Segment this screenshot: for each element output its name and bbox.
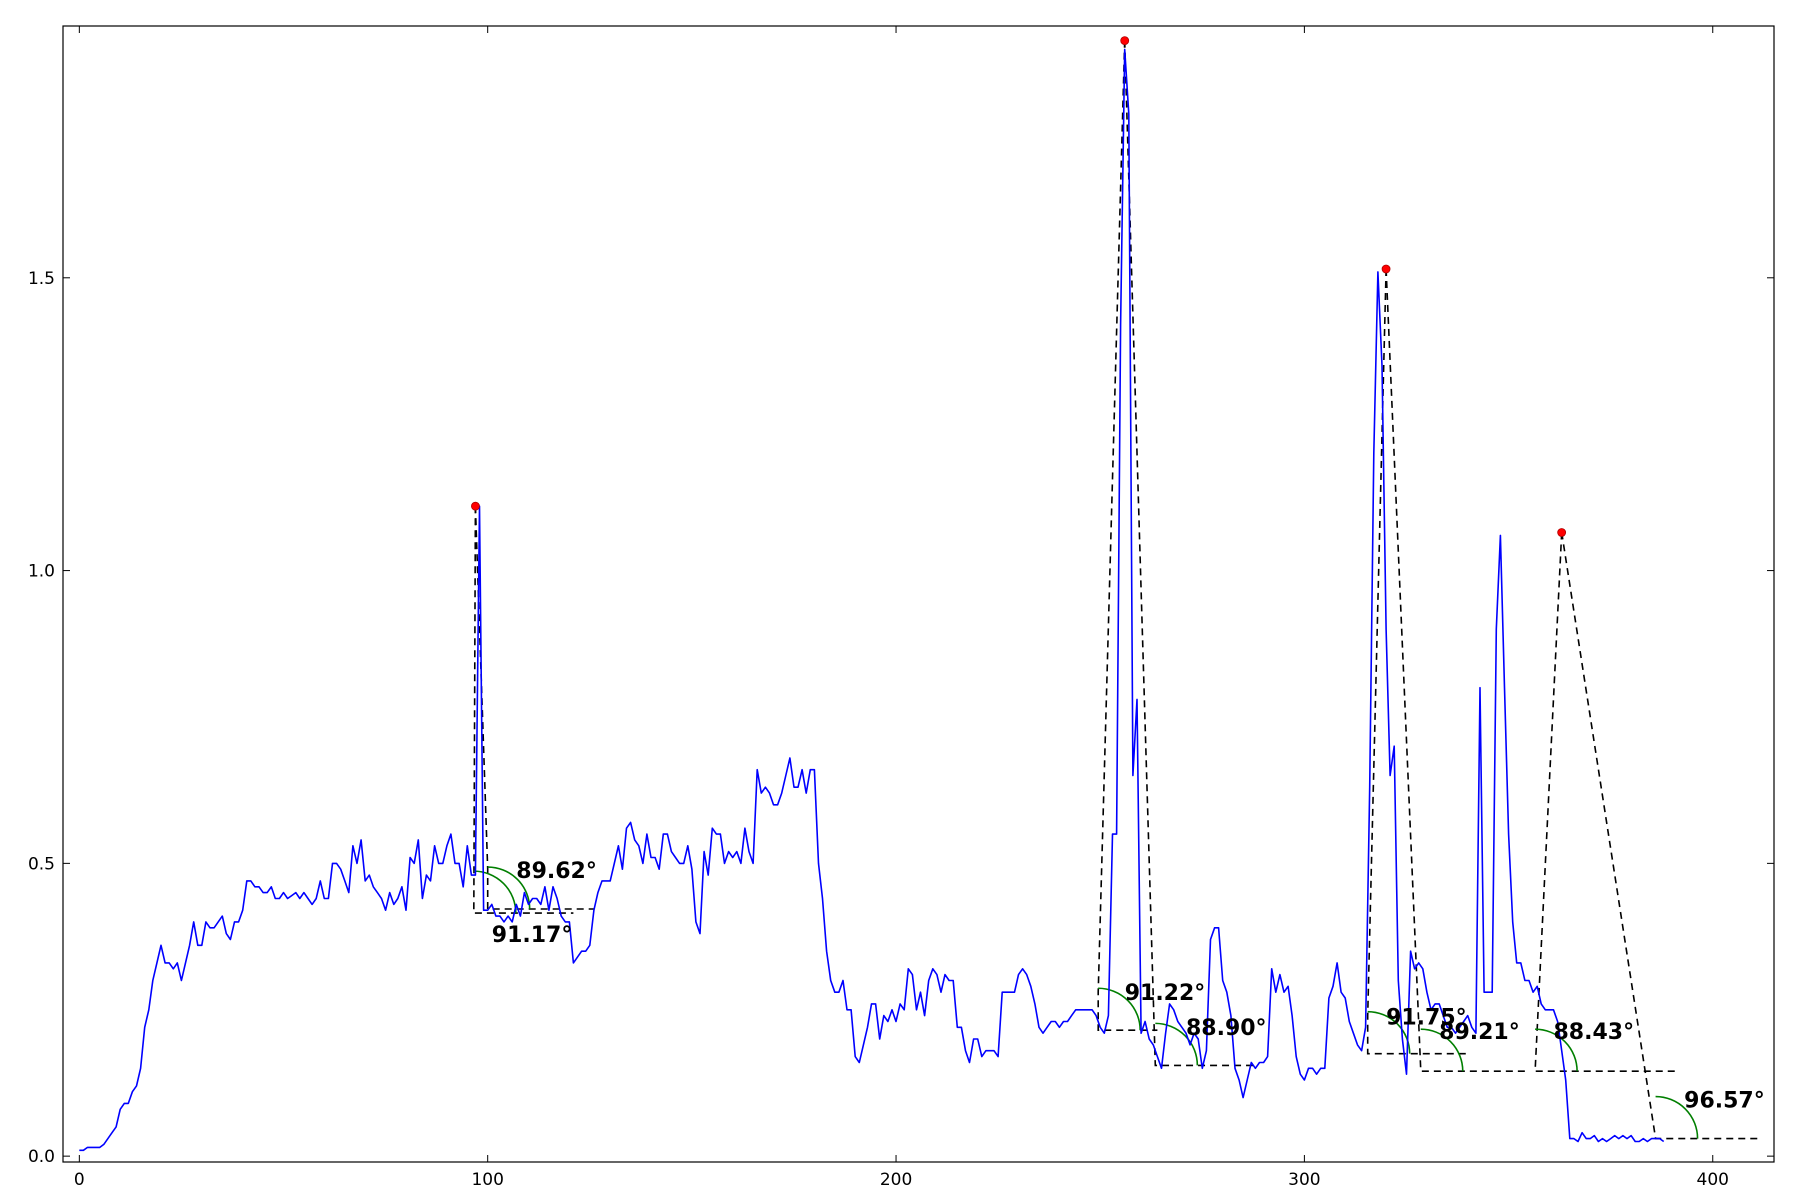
angle-label: 89.62° (516, 859, 597, 884)
angle-label: 91.75° (1386, 1005, 1467, 1030)
guide-line (1123, 40, 1256, 1067)
angle-arc (1535, 1028, 1578, 1072)
x-tick-label: 300 (1288, 1170, 1320, 1190)
angle-label: 88.43° (1553, 1020, 1634, 1045)
y-tick-label: 0.5 (28, 854, 55, 874)
angle-arcs (473, 866, 1699, 1139)
x-tick-label: 400 (1697, 1170, 1729, 1190)
guide-lines (472, 40, 1758, 1140)
angle-arc (1655, 1095, 1699, 1139)
angle-label: 91.22° (1125, 981, 1206, 1006)
guide-line (1366, 268, 1468, 1055)
peak-marker (1381, 264, 1391, 274)
x-tick-label: 0 (74, 1170, 85, 1190)
guide-line (472, 506, 574, 914)
peak-markers (471, 36, 1567, 537)
guide-line (1097, 40, 1158, 1031)
y-tick-label: 1.0 (28, 562, 55, 582)
y-tick-label: 1.5 (28, 269, 55, 289)
angle-arc (1098, 987, 1141, 1031)
angle-arc (1367, 1010, 1411, 1054)
angle-label: 88.90° (1186, 1016, 1267, 1041)
peak-marker (1120, 36, 1130, 46)
guide-line (474, 506, 594, 910)
plot-frame (62, 25, 1775, 1163)
guide-line (1385, 268, 1529, 1072)
angle-label: 91.17° (492, 923, 573, 948)
angle-arc (1420, 1028, 1464, 1072)
x-tick-label: 100 (471, 1170, 503, 1190)
angle-labels: 89.62° 91.17° 91.22° 88.90° 91.75°89.21° 88.4… (492, 859, 1765, 1114)
series-line (79, 48, 1665, 1152)
angle-arc (487, 866, 531, 910)
peak-marker (1557, 528, 1567, 537)
series-lines (79, 48, 1665, 1152)
angle-arc (473, 870, 517, 914)
peak-marker (471, 501, 480, 511)
axis-ticks: 0 100 200 300 400 0.0 0.5 1.0 1.5 (28, 26, 1774, 1190)
angle-label: 96.57° (1684, 1089, 1765, 1114)
guide-line (1560, 532, 1758, 1140)
x-tick-label: 200 (880, 1170, 912, 1190)
angle-label: 89.21° (1439, 1020, 1520, 1045)
angle-arc (1155, 1022, 1199, 1066)
guide-line (1534, 532, 1676, 1072)
y-tick-label: 0.0 (28, 1147, 55, 1167)
